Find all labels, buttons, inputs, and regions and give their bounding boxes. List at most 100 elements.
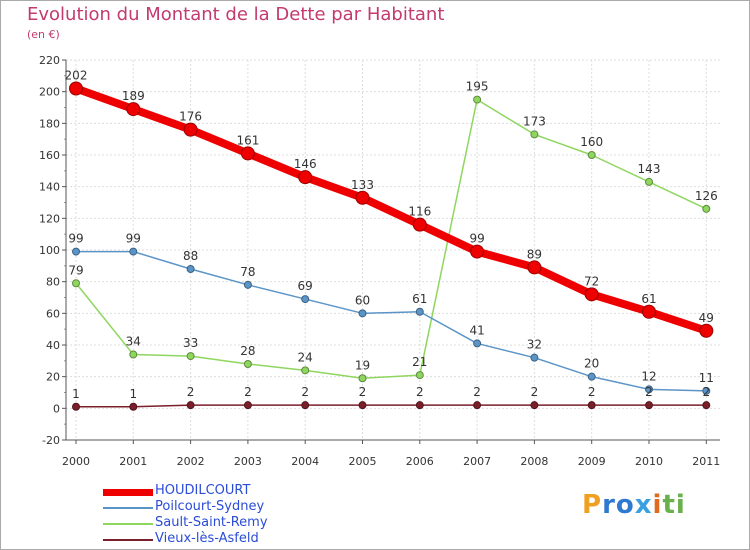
- y-tick-label: 40: [46, 339, 60, 352]
- data-point: [69, 81, 83, 96]
- data-label: 2: [416, 385, 424, 399]
- data-label: 89: [527, 247, 542, 261]
- data-point: [186, 265, 195, 273]
- logo-letter: i: [652, 490, 663, 520]
- data-point: [587, 401, 596, 410]
- y-tick-label: 160: [39, 149, 60, 162]
- x-tick-label: 2008: [520, 455, 548, 468]
- data-point: [530, 130, 539, 139]
- y-tick-label: 180: [39, 117, 60, 130]
- data-point: [415, 371, 424, 380]
- data-label: 60: [355, 293, 370, 307]
- data-point: [412, 217, 427, 232]
- data-point: [587, 151, 596, 159]
- data-label: 202: [65, 69, 88, 83]
- data-point: [183, 122, 198, 137]
- data-point: [415, 307, 424, 316]
- data-point: [129, 402, 138, 411]
- legend-swatch: [103, 507, 153, 509]
- data-label: 11: [699, 371, 714, 385]
- data-label: 99: [126, 232, 141, 246]
- data-point: [129, 350, 138, 359]
- data-point: [530, 353, 539, 362]
- data-label: 72: [584, 274, 599, 288]
- proxiti-logo: Proxiti: [582, 490, 686, 520]
- logo-letter: t: [662, 490, 676, 520]
- data-label: 189: [122, 89, 145, 103]
- y-tick-label: 140: [39, 181, 60, 194]
- data-label: 32: [527, 338, 542, 352]
- data-label: 33: [183, 336, 198, 350]
- legend-label: Sault-Saint-Remy: [155, 515, 268, 530]
- x-tick-label: 2006: [406, 455, 434, 468]
- x-tick-label: 2005: [349, 455, 377, 468]
- logo-letter: i: [675, 490, 686, 520]
- data-label: 1: [129, 387, 137, 401]
- x-tick-label: 2000: [62, 455, 90, 468]
- data-label: 126: [695, 189, 718, 203]
- logo-letter: P: [582, 490, 603, 520]
- data-label: 79: [68, 263, 83, 277]
- data-label: 160: [580, 135, 603, 149]
- data-point: [645, 385, 653, 394]
- data-point: [126, 102, 141, 117]
- data-label: 2: [473, 385, 481, 399]
- y-tick-label: 100: [39, 244, 60, 257]
- legend-swatch: [103, 523, 153, 525]
- series-line: [75, 404, 708, 408]
- data-point: [642, 304, 656, 319]
- data-label: 20: [584, 357, 599, 371]
- x-tick-label: 2010: [635, 455, 663, 468]
- logo-letter: r: [602, 490, 616, 520]
- series-layer: [69, 81, 714, 411]
- data-point: [473, 95, 482, 104]
- data-label: 69: [298, 279, 313, 293]
- data-point: [699, 323, 714, 338]
- y-tick-label: 60: [46, 307, 60, 320]
- data-point: [129, 247, 138, 256]
- chart-title: Evolution du Montant de la Dette par Hab…: [27, 4, 445, 25]
- x-tick-label: 2001: [119, 455, 147, 468]
- data-label: 2: [645, 385, 653, 399]
- legend-label: Poilcourt-Sydney: [155, 499, 265, 514]
- data-label: 143: [638, 162, 661, 176]
- data-point: [358, 309, 367, 318]
- data-label: 173: [523, 114, 546, 128]
- data-label: 2: [702, 385, 710, 399]
- data-point: [72, 402, 80, 411]
- logo-letter: o: [615, 490, 635, 520]
- data-point: [301, 401, 310, 410]
- data-label: 49: [699, 311, 714, 325]
- data-point: [584, 287, 599, 302]
- x-tick-label: 2007: [463, 455, 491, 468]
- series-line: [75, 250, 708, 392]
- data-label: 133: [351, 178, 374, 192]
- data-point: [530, 401, 539, 410]
- data-label: 41: [469, 323, 484, 337]
- data-point: [298, 170, 313, 185]
- series-line: [72, 84, 711, 335]
- data-point: [470, 244, 485, 259]
- y-tick-label: 120: [39, 212, 60, 225]
- data-label: 116: [408, 205, 431, 219]
- data-label: 1: [72, 387, 80, 401]
- data-point: [645, 177, 653, 186]
- data-point: [243, 401, 252, 410]
- legend-label: Vieux-lès-Asfeld: [155, 531, 259, 546]
- data-label: 12: [641, 369, 656, 383]
- data-label: 61: [412, 292, 427, 306]
- y-tick-label: -20: [42, 434, 60, 447]
- y-tick-label: 220: [39, 54, 60, 67]
- data-label: 176: [179, 110, 202, 124]
- data-point: [243, 280, 252, 289]
- x-tick-label: 2011: [692, 455, 720, 468]
- legend-label: HOUDILCOURT: [155, 483, 251, 498]
- data-label: 99: [68, 232, 83, 246]
- data-label: 195: [466, 80, 489, 94]
- y-tick-label: 80: [46, 276, 60, 289]
- data-point: [186, 401, 195, 410]
- data-point: [186, 352, 195, 361]
- chart-subtitle: (en €): [27, 28, 60, 41]
- data-label: 61: [641, 292, 656, 306]
- data-point: [415, 401, 424, 410]
